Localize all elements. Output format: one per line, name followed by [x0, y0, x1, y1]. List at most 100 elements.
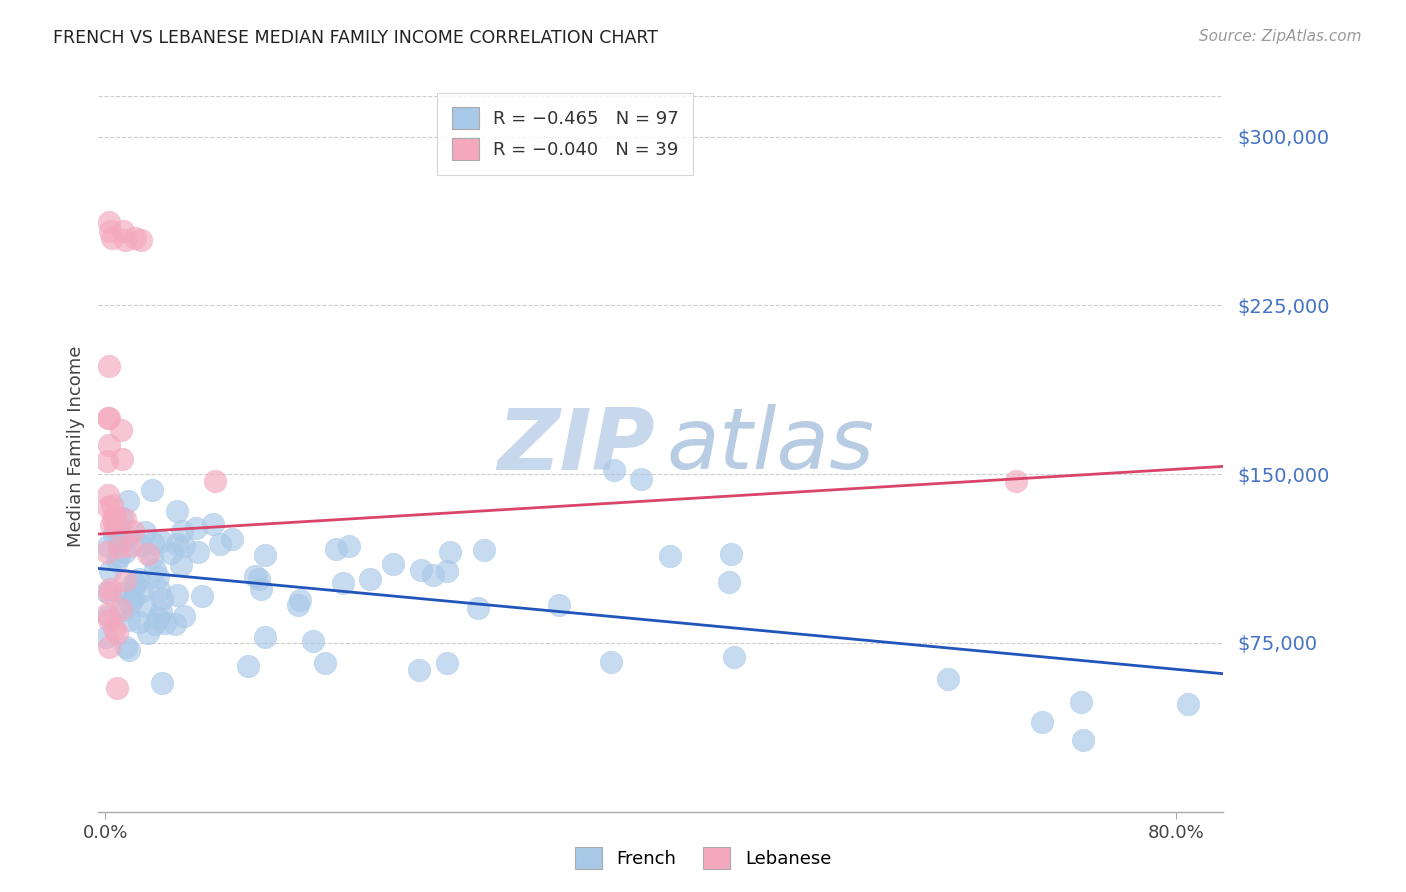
Point [325, 541, 347, 556]
Point [97, 410, 120, 425]
Point [409, 563, 432, 577]
Point [128, 572, 150, 586]
Point [204, 474, 226, 488]
Point [112, 603, 135, 617]
Point [474, 542, 496, 557]
Point [148, 582, 170, 597]
Point [288, 593, 311, 607]
Point [247, 572, 270, 586]
Point [150, 676, 173, 690]
Point [105, 554, 128, 568]
Point [148, 611, 170, 625]
Point [98, 359, 121, 373]
Point [314, 656, 336, 670]
Point [166, 504, 188, 518]
Point [110, 423, 132, 437]
Point [100, 518, 122, 533]
Point [98, 437, 121, 451]
Point [173, 609, 195, 624]
Text: atlas: atlas [666, 404, 875, 488]
Point [332, 576, 354, 591]
Point [408, 664, 430, 678]
Text: FRENCH VS LEBANESE MEDIAN FAMILY INCOME CORRELATION CHART: FRENCH VS LEBANESE MEDIAN FAMILY INCOME … [53, 29, 658, 46]
Point [122, 524, 145, 539]
Point [100, 224, 122, 238]
Point [141, 550, 163, 565]
Point [202, 516, 225, 531]
Point [107, 519, 129, 533]
Point [1031, 714, 1053, 729]
Point [630, 472, 652, 486]
Point [936, 673, 959, 687]
Point [103, 622, 125, 636]
Point [337, 539, 360, 553]
Point [101, 231, 124, 245]
Point [98, 640, 121, 654]
Point [145, 616, 167, 631]
Point [145, 563, 167, 577]
Point [110, 602, 132, 616]
Point [114, 573, 136, 587]
Point [97, 586, 120, 600]
Point [112, 533, 135, 548]
Point [1070, 696, 1092, 710]
Legend: French, Lebanese: French, Lebanese [565, 838, 841, 879]
Point [101, 510, 124, 524]
Point [104, 522, 127, 536]
Point [120, 597, 142, 611]
Point [439, 545, 461, 559]
Point [166, 537, 188, 551]
Point [163, 617, 186, 632]
Point [720, 548, 742, 562]
Point [97, 539, 120, 553]
Point [287, 598, 309, 612]
Point [114, 640, 136, 654]
Point [117, 530, 139, 544]
Point [170, 524, 193, 539]
Point [97, 488, 120, 502]
Point [243, 568, 266, 582]
Point [107, 549, 129, 564]
Point [236, 658, 259, 673]
Point [422, 567, 444, 582]
Y-axis label: Median Family Income: Median Family Income [66, 345, 84, 547]
Point [124, 231, 146, 245]
Point [120, 590, 142, 604]
Point [166, 588, 188, 602]
Point [129, 538, 152, 552]
Point [146, 570, 169, 584]
Point [96, 607, 118, 621]
Point [718, 574, 741, 589]
Point [122, 576, 145, 591]
Text: Source: ZipAtlas.com: Source: ZipAtlas.com [1198, 29, 1361, 44]
Point [96, 585, 118, 599]
Point [173, 539, 195, 553]
Point [129, 233, 152, 247]
Point [1004, 474, 1026, 488]
Point [254, 631, 277, 645]
Point [94, 630, 117, 644]
Point [142, 536, 165, 550]
Point [187, 545, 209, 559]
Point [96, 454, 118, 468]
Point [603, 462, 626, 476]
Point [100, 564, 122, 578]
Point [103, 527, 125, 541]
Legend: R = −0.465   N = 97, R = −0.040   N = 39: R = −0.465 N = 97, R = −0.040 N = 39 [437, 93, 693, 175]
Point [191, 589, 214, 603]
Point [436, 564, 458, 578]
Point [118, 539, 141, 553]
Point [221, 533, 243, 547]
Point [105, 625, 128, 640]
Point [100, 499, 122, 513]
Point [136, 547, 159, 561]
Point [118, 643, 141, 657]
Point [131, 584, 153, 599]
Point [97, 500, 120, 515]
Point [134, 599, 156, 613]
Point [111, 451, 134, 466]
Point [209, 537, 232, 551]
Point [97, 410, 120, 425]
Point [381, 557, 404, 571]
Point [128, 615, 150, 629]
